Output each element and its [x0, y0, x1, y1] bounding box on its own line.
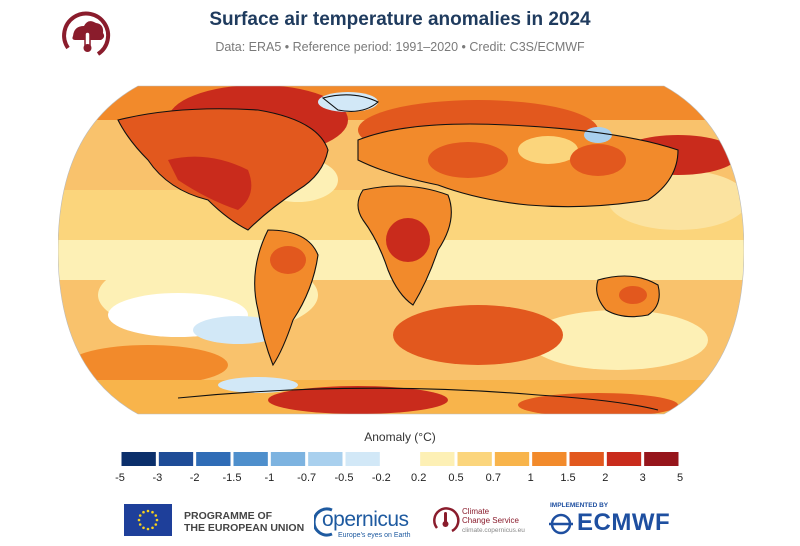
eu-flag-icon [124, 504, 172, 536]
eu-star-icon [138, 514, 142, 517]
copernicus-logo-icon [314, 507, 333, 537]
ccs-line-2: Change Service [462, 516, 519, 525]
eu-star-icon [151, 510, 154, 514]
legend-tick-label: 0.7 [486, 472, 501, 484]
eu-star-icon [142, 526, 145, 530]
legend-swatch [121, 452, 156, 466]
legend-tick-label: 1 [528, 472, 534, 484]
legend-tick-label: -0.7 [297, 472, 316, 484]
legend-tick-label: -5 [115, 472, 125, 484]
copernicus-wordmark: opernicus [322, 508, 409, 531]
legend-tick-label: 5 [677, 472, 683, 484]
legend-swatch [345, 452, 380, 466]
eu-line-2: THE EUROPEAN UNION [184, 522, 305, 534]
legend-tick-label: -3 [152, 472, 162, 484]
ecmwf-wordmark: ECMWF [577, 509, 671, 536]
legend-tick-label: 1.5 [560, 472, 575, 484]
eu-star-icon [138, 523, 142, 526]
legend-swatch [158, 452, 194, 466]
eu-star-icon [146, 509, 150, 513]
eu-star-icon [137, 518, 141, 522]
implemented-by-label: IMPLEMENTED BY [550, 502, 609, 509]
ccs-logo-icon [433, 507, 460, 533]
world-anomaly-map [58, 85, 744, 415]
legend-tick-label: -0.5 [335, 472, 354, 484]
ecmwf-logo-icon [549, 513, 573, 535]
legend-tick-label: 0.5 [448, 472, 463, 484]
legend-swatch [420, 452, 455, 466]
legend-tick-label: -1 [264, 472, 274, 484]
legend-swatch [233, 452, 268, 466]
legend-tick-label: -0.2 [372, 472, 391, 484]
legend-swatch [569, 452, 604, 466]
footer: PROGRAMME OF THE EUROPEAN UNION opernicu… [0, 496, 800, 546]
legend-swatch [196, 452, 231, 466]
eu-star-icon [151, 526, 154, 530]
eu-programme-text: PROGRAMME OF THE EUROPEAN UNION [184, 510, 304, 534]
legend-tick-label: -2 [190, 472, 200, 484]
color-legend: -5 -3 -2 -1.5 -1 -0.7 -0.5 -0.2 0.2 0.5 0.7 1 1.5 2 3 5 [115, 452, 683, 484]
legend-swatch [308, 452, 343, 466]
legend-swatch [494, 452, 530, 466]
eu-star-icon [146, 527, 150, 531]
ccs-url: climate.copernicus.eu [462, 527, 525, 534]
legend-swatch [457, 452, 492, 466]
eu-star-icon [154, 523, 158, 526]
legend-tick-label: -1.5 [223, 472, 242, 484]
legend-title: Anomaly (°C) [364, 430, 436, 444]
eu-star-icon [154, 514, 158, 517]
legend-swatch [644, 452, 679, 466]
legend-tick-label: 0.2 [411, 472, 426, 484]
eu-star-icon [142, 510, 145, 514]
ccs-text: Climate Change Service [462, 507, 519, 525]
page-title: Surface air temperature anomalies in 202… [209, 9, 591, 30]
eu-line-1: PROGRAMME OF [184, 510, 273, 522]
copernicus-tagline: Europe's eyes on Earth [338, 532, 411, 539]
legend-tick-label: 2 [602, 472, 608, 484]
eu-star-icon [155, 518, 159, 522]
c3s-logo [62, 11, 111, 56]
page-subtitle: Data: ERA5 • Reference period: 1991–2020… [215, 40, 585, 54]
legend-swatch [606, 452, 642, 466]
legend-tick-label: 3 [640, 472, 646, 484]
legend-swatch [532, 452, 567, 466]
ccs-line-1: Climate [462, 507, 490, 516]
legend-swatch [270, 452, 306, 466]
